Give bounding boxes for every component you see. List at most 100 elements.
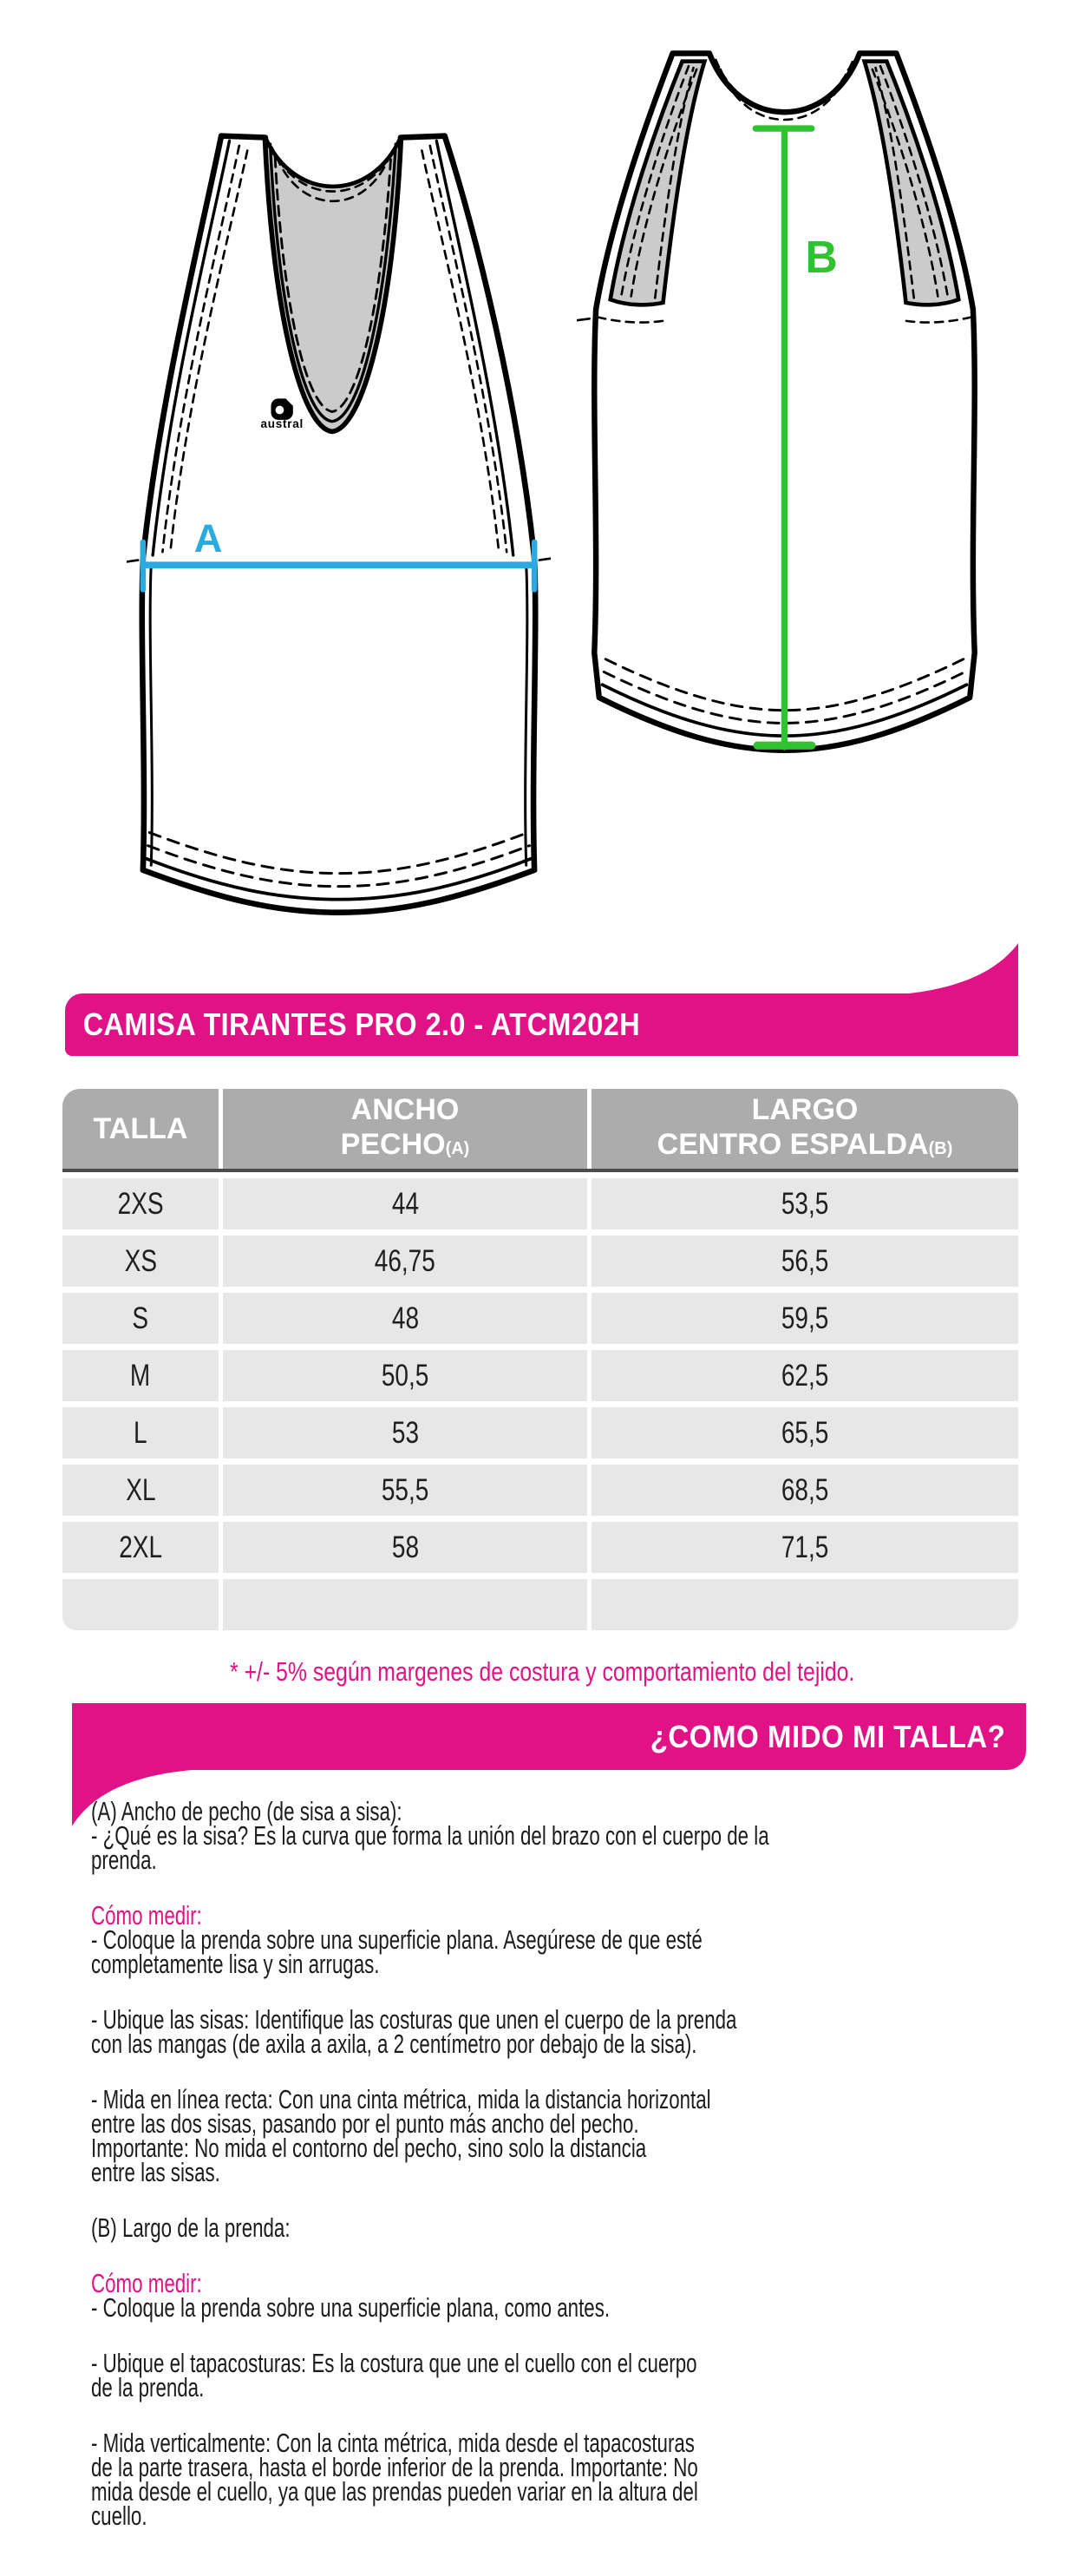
cell-chest: 48 bbox=[223, 1293, 587, 1344]
howto-bar-tail-decoration bbox=[72, 1769, 202, 1826]
chest-value: 48 bbox=[391, 1301, 419, 1335]
cell-back: 62,5 bbox=[592, 1350, 1018, 1401]
product-title: CAMISA TIRANTES PRO 2.0 - ATCM202H bbox=[82, 1006, 641, 1042]
header-largo-line2: CENTRO ESPALDA(B) bbox=[657, 1127, 953, 1166]
back-guide-tick bbox=[577, 318, 592, 322]
hem-binding-line bbox=[144, 856, 533, 901]
right-side-seam bbox=[524, 563, 529, 867]
right-armhole-stitch-1 bbox=[428, 144, 508, 554]
left-side-seam bbox=[148, 563, 154, 867]
cell-chest: 58 bbox=[223, 1522, 587, 1573]
header-largo-word: CENTRO ESPALDA bbox=[657, 1127, 929, 1161]
paragraph-text: - Coloque la prenda sobre una superficie… bbox=[91, 1924, 703, 1979]
right-guide-tick bbox=[538, 557, 551, 561]
cell-chest: 53 bbox=[223, 1407, 587, 1458]
paragraph-text: - Ubique el tapacosturas: Es la costura … bbox=[91, 2348, 697, 2402]
tolerance-note-text: * +/- 5% según margenes de costura y com… bbox=[230, 1656, 855, 1687]
table-row: XS 46,75 56,5 bbox=[62, 1236, 1018, 1287]
cell-back: 71,5 bbox=[592, 1522, 1018, 1573]
hem-stitch-1 bbox=[146, 844, 532, 888]
back-right-stitch-3 bbox=[874, 66, 916, 299]
header-largo-line1: LARGO bbox=[751, 1092, 859, 1126]
cell-chest: 44 bbox=[223, 1178, 587, 1229]
hem-stitch-2 bbox=[147, 831, 530, 875]
paragraph-heading: Cómo medir: bbox=[91, 1900, 202, 1930]
garment-front-diagram: A austral bbox=[127, 133, 551, 916]
back-value: 71,5 bbox=[781, 1530, 829, 1564]
table-row: 2XL 58 71,5 bbox=[62, 1522, 1018, 1573]
size-table-header-row: TALLA ANCHO PECHO(A) LARGO CENTRO ESPALD… bbox=[62, 1089, 1018, 1169]
titlebar-swoosh-decoration bbox=[888, 943, 1018, 995]
paragraph: (B) Largo de la prenda: bbox=[91, 2214, 965, 2241]
chest-value: 50,5 bbox=[381, 1358, 429, 1393]
backneck-stitch-1 bbox=[271, 146, 395, 193]
tolerance-note: * +/- 5% según margenes de costura y com… bbox=[0, 1656, 1085, 1688]
table-row-empty bbox=[62, 1579, 1018, 1630]
header-ancho-pecho: ANCHO PECHO(A) bbox=[223, 1089, 587, 1169]
cell-size: XL bbox=[62, 1465, 219, 1516]
backneck-stitch-2 bbox=[275, 155, 391, 202]
cell-chest bbox=[223, 1579, 587, 1630]
howto-title: ¿COMO MIDO MI TALLA? bbox=[650, 1718, 1006, 1754]
austral-logo: austral bbox=[260, 398, 304, 430]
paragraph: - Ubique las sisas: Identifique las cost… bbox=[91, 2004, 965, 2059]
neck-stitch-dashes bbox=[273, 155, 393, 413]
cell-back: 59,5 bbox=[592, 1293, 1018, 1344]
cell-back: 68,5 bbox=[592, 1465, 1018, 1516]
paragraph-text: - Coloque la prenda sobre una superficie… bbox=[91, 2292, 611, 2323]
back-value: 56,5 bbox=[781, 1243, 829, 1278]
chest-value: 55,5 bbox=[381, 1472, 429, 1507]
back-left-stitch-2 bbox=[630, 68, 698, 298]
size-value: 2XS bbox=[117, 1186, 164, 1221]
back-right-stitch-1 bbox=[879, 64, 949, 296]
cell-back: 53,5 bbox=[592, 1178, 1018, 1229]
left-armhole-binding bbox=[151, 139, 232, 557]
back-hem-stitch-1 bbox=[602, 670, 967, 724]
header-largo-espalda: LARGO CENTRO ESPALDA(B) bbox=[592, 1089, 1018, 1169]
back-left-stitch-1 bbox=[620, 64, 690, 296]
underarm-stitch-right bbox=[901, 316, 973, 324]
size-value: M bbox=[130, 1358, 151, 1393]
cell-size: 2XS bbox=[62, 1178, 219, 1229]
left-guide-tick bbox=[127, 559, 140, 563]
header-talla-label: TALLA bbox=[93, 1112, 188, 1145]
cell-size: XS bbox=[62, 1236, 219, 1287]
paragraph: Cómo medir: - Coloque la prenda sobre un… bbox=[91, 1900, 965, 1979]
header-ancho-sub: (A) bbox=[445, 1138, 470, 1158]
paragraph-heading: Cómo medir: bbox=[91, 2268, 202, 2298]
cell-chest: 46,75 bbox=[223, 1236, 587, 1287]
size-value: L bbox=[134, 1415, 147, 1450]
table-row: S 48 59,5 bbox=[62, 1293, 1018, 1344]
back-neck-stitch-2 bbox=[719, 68, 850, 121]
right-armhole-stitch-2 bbox=[421, 149, 500, 550]
header-ancho-word: PECHO bbox=[340, 1127, 446, 1161]
logo-wordmark: austral bbox=[260, 417, 304, 430]
paragraph-text: - Ubique las sisas: Identifique las cost… bbox=[91, 2004, 737, 2059]
chest-value: 46,75 bbox=[374, 1243, 436, 1278]
back-right-stitch-2 bbox=[871, 68, 939, 298]
header-talla: TALLA bbox=[62, 1089, 219, 1169]
right-armhole-binding bbox=[435, 139, 515, 557]
cell-back: 56,5 bbox=[592, 1236, 1018, 1287]
cell-size: L bbox=[62, 1407, 219, 1458]
underarm-stitch-left bbox=[596, 316, 668, 324]
paragraph: - Mida en línea recta: Con una cinta mét… bbox=[91, 2086, 965, 2186]
size-value: 2XL bbox=[119, 1530, 162, 1564]
neck-binding-line bbox=[268, 142, 398, 423]
back-value: 62,5 bbox=[781, 1358, 829, 1393]
size-value: XS bbox=[124, 1243, 157, 1278]
left-armhole-stitch-1 bbox=[161, 144, 241, 554]
cell-size: 2XL bbox=[62, 1522, 219, 1573]
howto-instructions: (A) Ancho de pecho (de sisa a sisa): - ¿… bbox=[91, 1798, 965, 2560]
howto-title-bar: ¿COMO MIDO MI TALLA? bbox=[72, 1703, 1026, 1770]
paragraph: - Mida verticalmente: Con la cinta métri… bbox=[91, 2429, 965, 2529]
cell-size bbox=[62, 1579, 219, 1630]
cell-chest: 55,5 bbox=[223, 1465, 587, 1516]
table-row: XL 55,5 68,5 bbox=[62, 1465, 1018, 1516]
cell-size: S bbox=[62, 1293, 219, 1344]
measure-label-a: A bbox=[194, 516, 223, 560]
back-value: 59,5 bbox=[781, 1301, 829, 1335]
table-row: L 53 65,5 bbox=[62, 1407, 1018, 1458]
cell-back: 65,5 bbox=[592, 1407, 1018, 1458]
cell-back bbox=[592, 1579, 1018, 1630]
